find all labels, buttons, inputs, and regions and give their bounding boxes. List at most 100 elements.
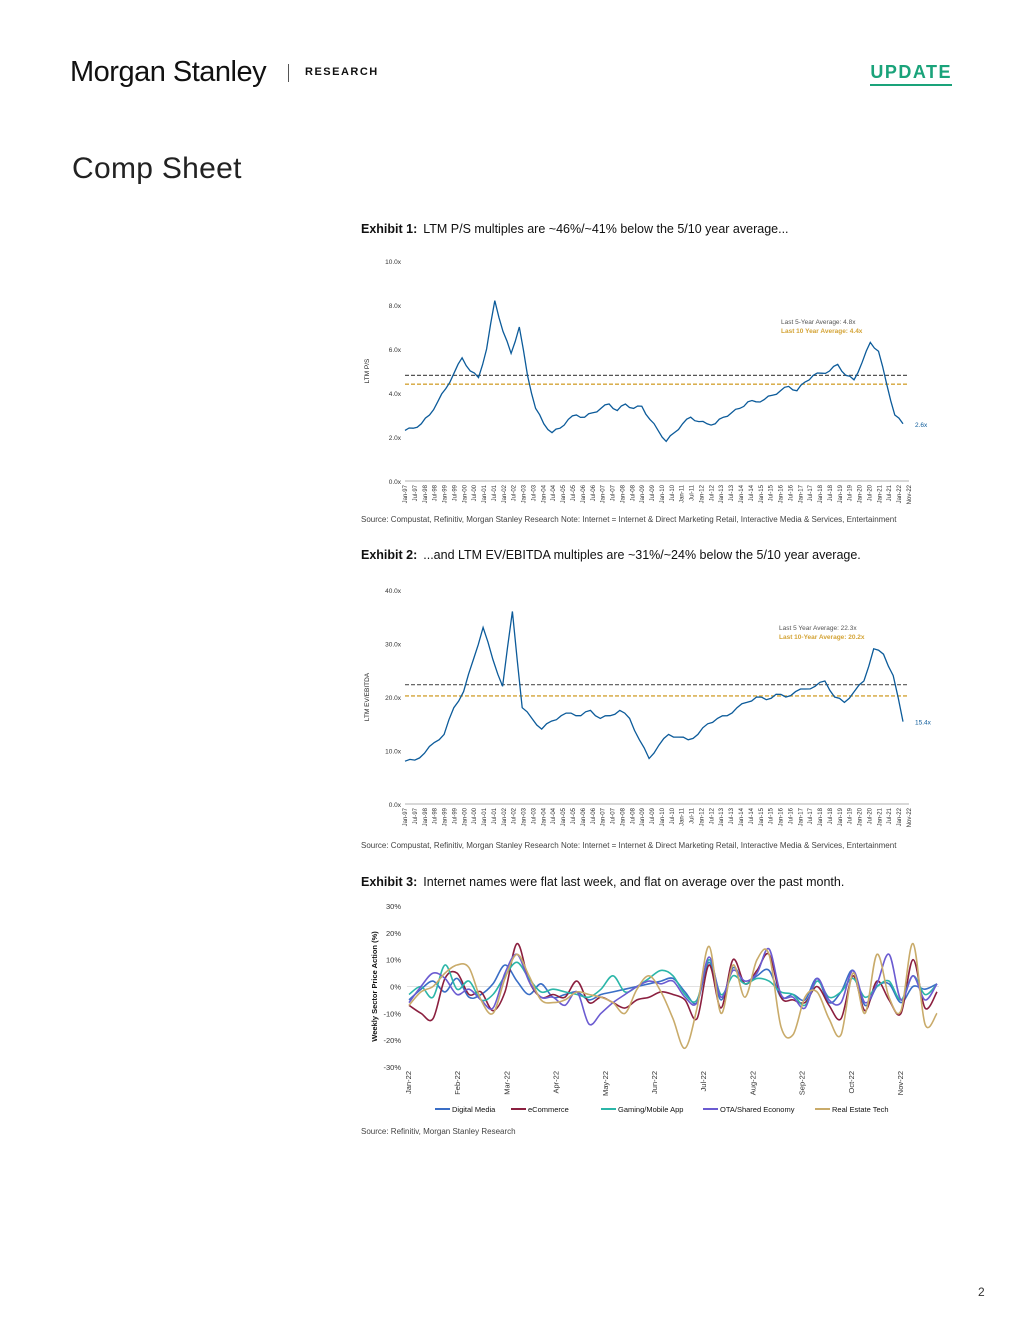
- ex3-x-tick-label: Jan-22: [404, 1071, 413, 1094]
- ex1-x-tick-label: Jan-05: [561, 484, 567, 503]
- ex2-x-tick-label: Jul-99: [452, 807, 458, 824]
- ex1-x-tick-label: Jan-11: [680, 484, 686, 503]
- exhibit-3-caption: Internet names were flat last week, and …: [423, 875, 845, 889]
- ex1-x-tick-label: Jul-04: [551, 484, 557, 501]
- ex2-x-tick-label: Jul-19: [848, 807, 854, 824]
- ex2-x-tick-label: Jan-03: [522, 807, 528, 826]
- ex2-annotation-5yr: Last 5 Year Average: 22.3x: [779, 625, 857, 632]
- ex1-x-tick-label: Jan-12: [699, 484, 705, 503]
- ex1-x-tick-label: Jan-04: [541, 484, 547, 503]
- header-divider: [288, 64, 289, 82]
- ex2-x-tick-label: Jan-07: [601, 807, 607, 826]
- exhibit-3-source: Source: Refinitiv, Morgan Stanley Resear…: [361, 1127, 516, 1136]
- ex2-x-tick-label: Jul-02: [512, 807, 518, 824]
- ex1-x-tick-label: Nov-22: [907, 484, 913, 504]
- ex3-legend-label-1: eCommerce: [528, 1105, 569, 1114]
- exhibit-3-title: Exhibit 3: Internet names were flat last …: [361, 875, 844, 889]
- ex2-x-tick-label: Jan-00: [462, 807, 468, 826]
- ex2-x-tick-label: Jul-08: [630, 807, 636, 824]
- ex3-legend-label-4: Real Estate Tech: [832, 1105, 889, 1114]
- ex1-x-tick-label: Jan-99: [443, 484, 449, 503]
- ex2-x-tick-label: Jan-05: [561, 807, 567, 826]
- ex1-x-tick-label: Jul-08: [630, 484, 636, 501]
- ex2-x-tick-label: Jul-06: [591, 807, 597, 824]
- ex2-x-tick-label: Jul-11: [690, 807, 696, 824]
- ex1-x-tick-label: Jan-13: [719, 484, 725, 503]
- ex2-x-tick-label: Jul-03: [531, 807, 537, 824]
- ex1-x-tick-label: Jan-06: [581, 484, 587, 503]
- ex3-y-tick-label: -10%: [383, 1009, 401, 1018]
- ex1-y-axis-label: LTM P/S: [364, 358, 371, 383]
- ex1-x-tick-label: Jul-20: [867, 484, 873, 501]
- ex3-x-tick-label: Jul-22: [699, 1071, 708, 1091]
- ex2-x-tick-label: Jul-09: [650, 807, 656, 824]
- ex2-y-tick-label: 40.0x: [385, 588, 402, 595]
- ex2-x-tick-label: Jan-14: [739, 807, 745, 826]
- ex2-annotation-latest: 15.4x: [915, 720, 932, 727]
- ex2-y-tick-label: 10.0x: [385, 749, 402, 756]
- ex1-x-tick-label: Jan-20: [858, 484, 864, 503]
- ex2-x-tick-label: Jul-01: [492, 807, 498, 824]
- ex1-x-tick-label: Jan-07: [601, 484, 607, 503]
- exhibit-2-chart: 0.0x 10.0x 20.0x 30.0x 40.0x LTM EV/EBITDA Jan…: [364, 588, 932, 827]
- ex3-legend-label-2: Gaming/Mobile App: [618, 1105, 683, 1114]
- ex2-x-tick-label: Jul-04: [551, 807, 557, 824]
- ex1-x-tick-label: Jan-03: [522, 484, 528, 503]
- ex1-x-tick-label: Jan-16: [779, 484, 785, 503]
- ex3-y-tick-label: -20%: [383, 1036, 401, 1045]
- ex1-series-line: [404, 300, 904, 443]
- exhibit-2-caption: ...and LTM EV/EBITDA multiples are ~31%/…: [423, 548, 861, 562]
- exhibit-3-chart: -30% -20% -10% 0% 10% 20% 30% Weekly Sector Pri…: [370, 902, 939, 1114]
- ex1-x-tick-label: Jul-16: [788, 484, 794, 501]
- ex1-x-tick-label: Jan-09: [640, 484, 646, 503]
- ex1-y-tick-label: 2.0x: [389, 435, 402, 442]
- ex2-x-tick-label: Jan-12: [699, 807, 705, 826]
- ex3-y-axis-label: Weekly Sector Price Action (%): [370, 931, 379, 1042]
- ex2-x-tick-label: Jan-04: [541, 807, 547, 826]
- ex1-x-tick-label: Jul-12: [709, 484, 715, 501]
- ex1-x-tick-label: Jan-08: [620, 484, 626, 503]
- ex2-x-tick-label: Jul-10: [670, 807, 676, 824]
- ex1-x-tick-label: Jul-18: [828, 484, 834, 501]
- ex2-x-tick-label: Jan-17: [798, 807, 804, 826]
- ex1-x-tick-label: Jul-06: [591, 484, 597, 501]
- ex3-x-tick-label: Nov-22: [896, 1071, 905, 1095]
- ex3-legend-label-3: OTA/Shared Economy: [720, 1105, 795, 1114]
- ex1-annotation-10yr: Last 10 Year Average: 4.4x: [781, 328, 863, 335]
- ex2-y-axis-label: LTM EV/EBITDA: [364, 672, 371, 721]
- ex2-x-tick-label: Jul-14: [749, 807, 755, 824]
- ex3-x-tick-label: Feb-22: [453, 1071, 462, 1095]
- ex1-y-tick-label: 6.0x: [389, 347, 402, 354]
- ex2-x-tick-label: Jan-15: [759, 807, 765, 826]
- ex2-x-tick-label: Jan-09: [640, 807, 646, 826]
- ex1-x-tick-label: Jan-17: [798, 484, 804, 503]
- ex3-series-line-4: [408, 942, 938, 1050]
- ex1-x-tick-label: Jul-17: [808, 484, 814, 501]
- ex2-x-tick-label: Jul-13: [729, 807, 735, 824]
- exhibit-2-label: Exhibit 2:: [361, 548, 418, 562]
- ex3-x-tick-label: Mar-22: [502, 1071, 511, 1095]
- ex3-y-tick-label: 0%: [390, 983, 401, 992]
- ex1-x-tick-label: Jan-21: [877, 484, 883, 503]
- ex2-x-tick-label: Jul-07: [611, 807, 617, 824]
- ex1-annotation-5yr: Last 5-Year Average: 4.8x: [781, 319, 856, 326]
- ex2-x-tick-label: Jan-98: [423, 807, 429, 826]
- ex3-series-line-3: [408, 947, 938, 1026]
- ex2-y-tick-label: 0.0x: [389, 802, 402, 809]
- ex2-x-tick-label: Jan-08: [620, 807, 626, 826]
- ex1-x-tick-label: Jul-03: [531, 484, 537, 501]
- exhibit-1-title: Exhibit 1: LTM P/S multiples are ~46%/~41…: [361, 222, 789, 236]
- exhibit-2-source: Source: Compustat, Refinitiv, Morgan Sta…: [361, 841, 897, 850]
- ex2-x-tick-label: Jul-18: [828, 807, 834, 824]
- ex1-x-tick-label: Jul-97: [413, 484, 419, 501]
- exhibit-1-source: Source: Compustat, Refinitiv, Morgan Sta…: [361, 515, 897, 524]
- ex3-x-tick-label: Jun-22: [650, 1071, 659, 1094]
- ex2-x-tick-label: Jan-20: [858, 807, 864, 826]
- ex3-x-tick-label: May-22: [601, 1071, 610, 1096]
- ex1-x-tick-label: Jul-99: [452, 484, 458, 501]
- ex3-x-tick-label: Sep-22: [798, 1071, 807, 1095]
- ex1-x-tick-label: Jul-02: [512, 484, 518, 501]
- exhibit-1-label: Exhibit 1:: [361, 222, 418, 236]
- ex3-y-tick-label: 20%: [386, 929, 401, 938]
- ex1-x-tick-label: Jul-13: [729, 484, 735, 501]
